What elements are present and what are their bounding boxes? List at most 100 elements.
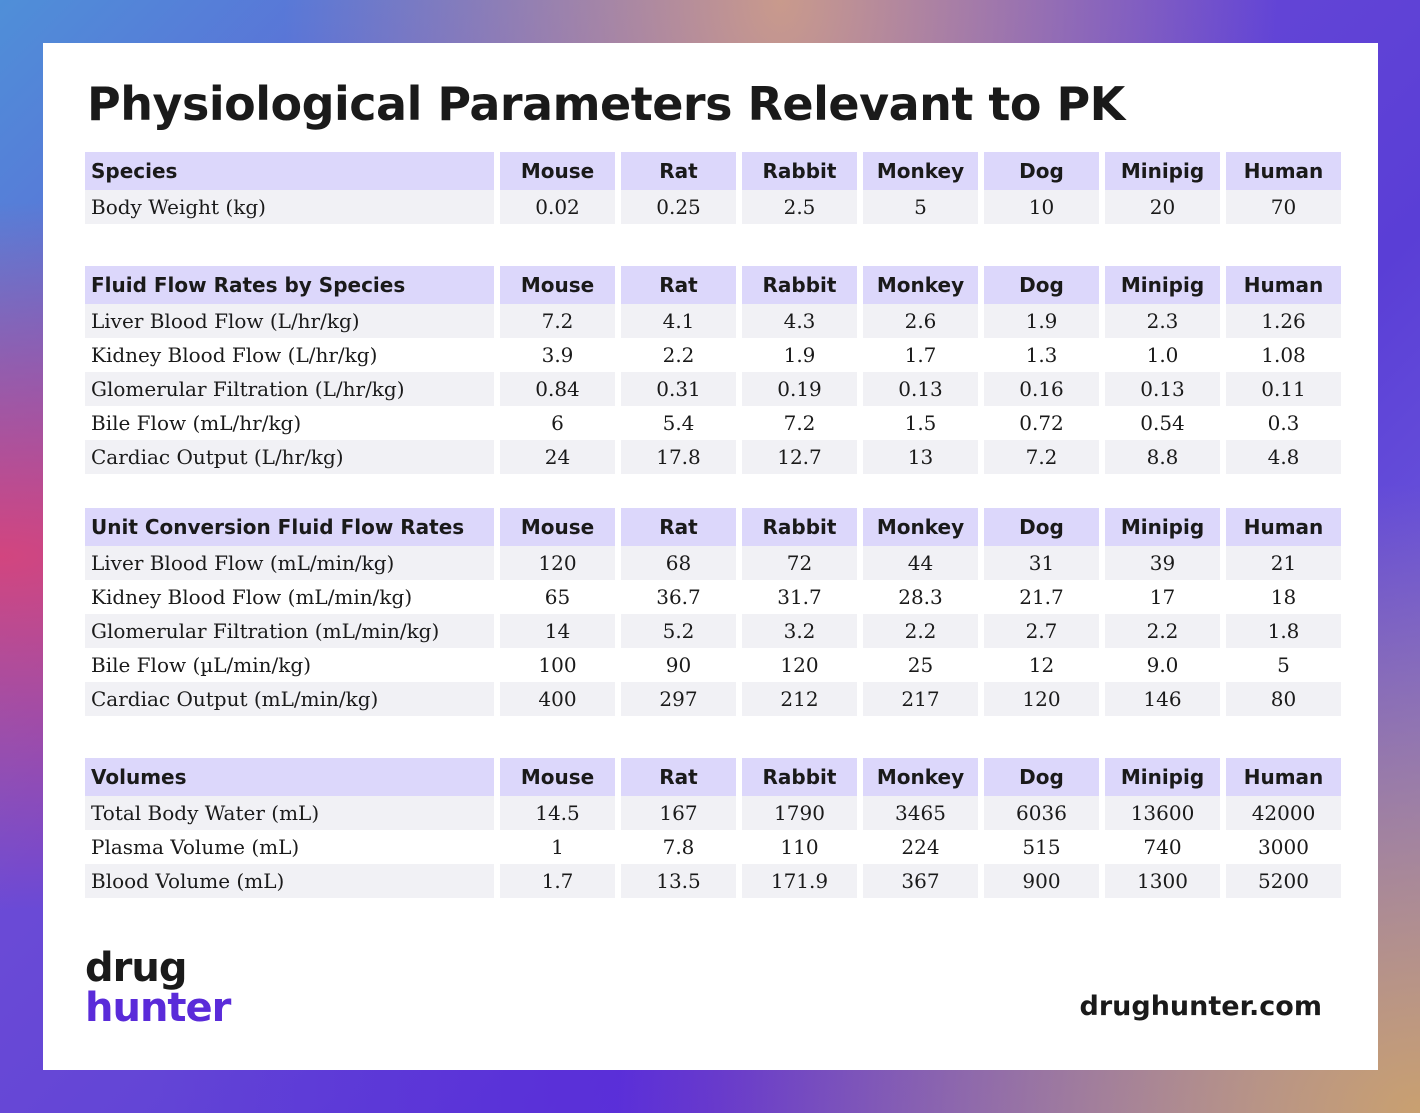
cell-mouse: 1.7 — [500, 864, 615, 898]
cell-mouse: 14 — [500, 614, 615, 648]
cell-mouse: 14.5 — [500, 796, 615, 830]
species-header-minipig: Minipig — [1105, 266, 1220, 304]
cell-human: 4.8 — [1226, 440, 1341, 474]
cell-monkey: 13 — [863, 440, 978, 474]
cell-mouse: 1 — [551, 835, 564, 859]
cell-monkey: 0.13 — [863, 372, 978, 406]
cell-human: 5 — [1277, 653, 1290, 677]
cell-dog: 6036 — [984, 796, 1099, 830]
cell-minipig: 0.54 — [1140, 411, 1185, 435]
cell-rat: 0.25 — [621, 190, 736, 224]
cell-human: 1.8 — [1226, 614, 1341, 648]
species-header-mouse: Mouse — [500, 266, 615, 304]
cell-human: 0.3 — [1267, 411, 1300, 435]
row-label: Body Weight (kg) — [85, 190, 494, 224]
cell-minipig: 2.3 — [1105, 304, 1220, 338]
section-heading: Fluid Flow Rates by Species — [85, 266, 494, 304]
cell-dog: 12 — [1028, 653, 1055, 677]
cell-mouse: 400 — [500, 682, 615, 716]
cell-rat: 36.7 — [656, 585, 701, 609]
row-label: Kidney Blood Flow (L/hr/kg) — [91, 343, 378, 367]
species-header-rabbit: Rabbit — [742, 758, 857, 796]
species-header-rat: Rat — [621, 508, 736, 546]
cell-rabbit: 4.3 — [742, 304, 857, 338]
cell-minipig: 1.0 — [1146, 343, 1179, 367]
cell-human: 80 — [1226, 682, 1341, 716]
row-label: Bile Flow (mL/hr/kg) — [91, 411, 302, 435]
cell-human: 3000 — [1258, 835, 1309, 859]
cell-human: 1.26 — [1226, 304, 1341, 338]
row-label: Liver Blood Flow (L/hr/kg) — [85, 304, 494, 338]
cell-rat: 13.5 — [621, 864, 736, 898]
species-header-mouse: Mouse — [500, 152, 615, 190]
cell-minipig: 17 — [1149, 585, 1176, 609]
cell-monkey: 25 — [907, 653, 934, 677]
table-row: Liver Blood Flow (mL/min/kg) 120 68 72 44 31 3… — [85, 546, 1341, 580]
cell-monkey: 44 — [863, 546, 978, 580]
species-header-monkey: Monkey — [863, 266, 978, 304]
cell-dog: 1.9 — [984, 304, 1099, 338]
cell-mouse: 6 — [551, 411, 564, 435]
species-header-rabbit: Rabbit — [742, 508, 857, 546]
cell-human: 21 — [1226, 546, 1341, 580]
species-header-mouse: Mouse — [500, 758, 615, 796]
cell-minipig: 1300 — [1105, 864, 1220, 898]
species-header-rabbit: Rabbit — [742, 152, 857, 190]
cell-minipig: 2.2 — [1105, 614, 1220, 648]
cell-minipig: 146 — [1105, 682, 1220, 716]
header-row: Unit Conversion Fluid Flow Rates Mouse Rat… — [85, 508, 1341, 546]
cell-human: 0.11 — [1226, 372, 1341, 406]
cell-dog: 7.2 — [984, 440, 1099, 474]
species-header-dog: Dog — [984, 152, 1099, 190]
row-label: Liver Blood Flow (mL/min/kg) — [85, 546, 494, 580]
species-header-dog: Dog — [984, 266, 1099, 304]
cell-monkey: 1.5 — [904, 411, 937, 435]
species-header-rat: Rat — [621, 758, 736, 796]
row-label: Bile Flow (µL/min/kg) — [91, 653, 311, 677]
row-label: Glomerular Filtration (mL/min/kg) — [85, 614, 494, 648]
table-unit-conversion: Unit Conversion Fluid Flow Rates Mouse Rat… — [79, 508, 1347, 716]
species-header-minipig: Minipig — [1105, 758, 1220, 796]
cell-mouse: 24 — [500, 440, 615, 474]
table-row: Total Body Water (mL) 14.5 167 1790 3465 6036… — [85, 796, 1341, 830]
cell-mouse: 0.84 — [500, 372, 615, 406]
cell-rat: 7.8 — [662, 835, 695, 859]
cell-rabbit: 1.9 — [783, 343, 816, 367]
cell-rabbit: 31.7 — [777, 585, 822, 609]
cell-human: 1.08 — [1261, 343, 1306, 367]
row-label: Blood Volume (mL) — [85, 864, 494, 898]
header-row: Volumes Mouse Rat Rabbit Monkey Dog Minipig Hum… — [85, 758, 1341, 796]
cell-rat: 5.2 — [621, 614, 736, 648]
cell-monkey: 217 — [863, 682, 978, 716]
cell-mouse: 7.2 — [500, 304, 615, 338]
species-header-human: Human — [1226, 266, 1341, 304]
species-header-minipig: Minipig — [1105, 508, 1220, 546]
table-row: Bile Flow (µL/min/kg) 100 90 120 25 12 9.0 5 — [85, 648, 1341, 682]
cell-mouse: 0.02 — [500, 190, 615, 224]
cell-rabbit: 0.19 — [742, 372, 857, 406]
table-row: Bile Flow (mL/hr/kg) 6 5.4 7.2 1.5 0.72 0.54 0.… — [85, 406, 1341, 440]
cell-dog: 0.72 — [1019, 411, 1064, 435]
cell-monkey: 28.3 — [898, 585, 943, 609]
species-header-dog: Dog — [984, 758, 1099, 796]
row-label: Cardiac Output (L/hr/kg) — [85, 440, 494, 474]
cell-mouse: 65 — [544, 585, 571, 609]
section-heading: Volumes — [85, 758, 494, 796]
species-header-human: Human — [1226, 758, 1341, 796]
table-row: Blood Volume (mL) 1.7 13.5 171.9 367 900 1300 5… — [85, 864, 1341, 898]
row-label: Total Body Water (mL) — [85, 796, 494, 830]
cell-dog: 10 — [984, 190, 1099, 224]
cell-minipig: 8.8 — [1105, 440, 1220, 474]
table-row: Plasma Volume (mL) 1 7.8 110 224 515 740 3000 — [85, 830, 1341, 864]
cell-monkey: 3465 — [863, 796, 978, 830]
section-heading: Species — [85, 152, 494, 190]
cell-dog: 120 — [984, 682, 1099, 716]
cell-monkey: 224 — [901, 835, 940, 859]
cell-minipig: 13600 — [1105, 796, 1220, 830]
table-species: Species Mouse Rat Rabbit Monkey Dog Minipig Hum… — [79, 152, 1347, 224]
row-label: Kidney Blood Flow (mL/min/kg) — [91, 585, 413, 609]
table-row: Cardiac Output (L/hr/kg) 24 17.8 12.7 13 7.2 8… — [85, 440, 1341, 474]
cell-rabbit: 12.7 — [742, 440, 857, 474]
header-row: Fluid Flow Rates by Species Mouse Rat Rabbi… — [85, 266, 1341, 304]
row-label: Glomerular Filtration (L/hr/kg) — [85, 372, 494, 406]
